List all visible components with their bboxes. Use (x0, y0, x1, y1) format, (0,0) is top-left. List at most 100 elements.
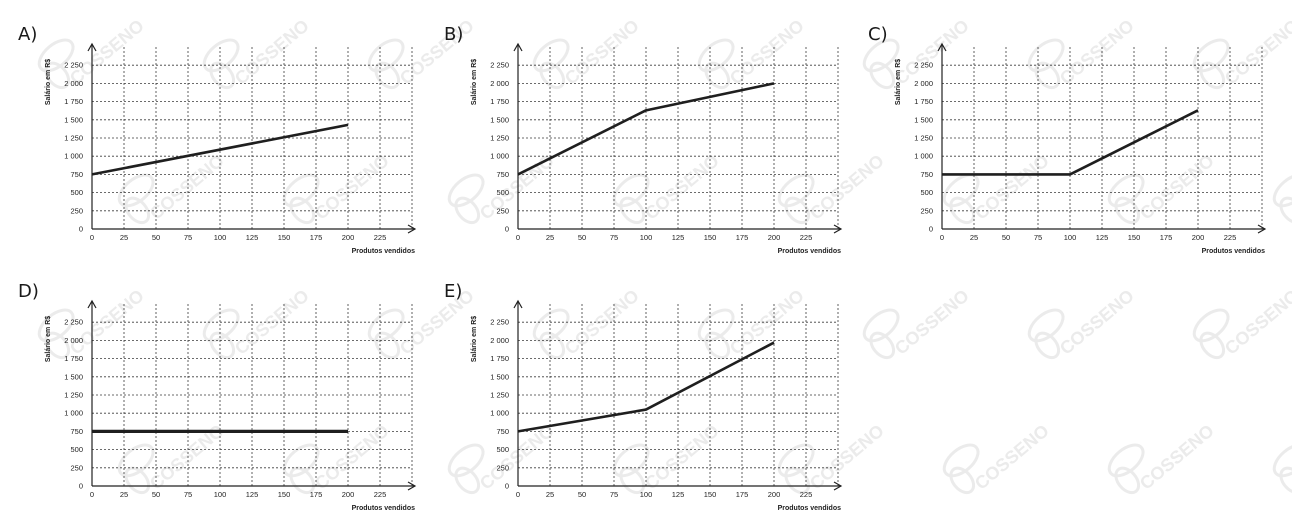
chart-a-x-tick-label: 25 (120, 233, 128, 242)
chart-d-y-tick-label: 2 250 (64, 318, 83, 327)
chart-d-y-tick-label: 1 000 (64, 409, 83, 418)
chart-panel-a: A) 0 25 50 75 100 125 150 175 200 225 0 250 500 750 1 … (18, 24, 438, 274)
chart-e-y-tick-label: 2 000 (490, 336, 509, 345)
chart-panel-e: E) 0 25 50 75 100 125 150 175 200 225 0 250 500 750 1 … (444, 281, 864, 531)
chart-b-x-tick-label: 75 (610, 233, 618, 242)
chart-b-x-tick-label: 50 (578, 233, 586, 242)
chart-d-x-tick-label: 150 (278, 490, 291, 499)
chart-b-y-tick-label: 1 750 (490, 97, 509, 106)
chart-b-y-tick-label: 500 (496, 188, 509, 197)
chart-a-series-line (91, 123, 349, 176)
watermark-mark: COSSENO (942, 420, 1053, 495)
chart-e-y-tick-label: 1 500 (490, 372, 509, 381)
chart-panel-c: C) 0 25 50 75 100 125 150 175 200 225 0 250 500 750 1 … (868, 24, 1288, 274)
chart-d-svg: 0 25 50 75 100 125 150 175 200 225 0 250 500 750 1 000… (45, 299, 417, 512)
chart-e-y-tick-label: 1 000 (490, 409, 509, 418)
chart-e-svg: 0 25 50 75 100 125 150 175 200 225 0 250 500 750 1 000… (471, 299, 843, 512)
watermark-text: COSSENO (971, 420, 1053, 493)
chart-e-x-tick-label: 175 (736, 490, 749, 499)
watermark-text: COSSENO (1136, 420, 1218, 493)
chart-d-x-tick-label: 175 (310, 490, 323, 499)
chart-c-x-axis-arrow (1257, 224, 1267, 234)
chart-e-x-tick-label: 200 (768, 490, 781, 499)
chart-a-y-tick-label: 1 750 (64, 97, 83, 106)
chart-d-y-tick-label: 500 (70, 445, 83, 454)
panel-label-e: E) (444, 281, 463, 302)
watermark-text: COSSENO (1221, 285, 1292, 358)
chart-e-y-tick-label: 750 (496, 427, 509, 436)
chart-a-y-tick-label: 1 250 (64, 134, 83, 143)
chart-c-x-tick-label: 75 (1034, 233, 1042, 242)
chart-d-y-tick-label: 750 (70, 427, 83, 436)
chart-a-x-tick-label: 225 (374, 233, 387, 242)
chart-c-series-line (942, 109, 1199, 176)
chart-c-y-tick-label: 1 750 (914, 97, 933, 106)
chart-b-svg: 0 25 50 75 100 125 150 175 200 225 0 250 500 750 1 000… (471, 42, 843, 255)
watermark-mark: COSSENO (1027, 285, 1138, 360)
chart-a-y-tick-label: 1 500 (64, 115, 83, 124)
chart-b-x-tick-label: 150 (704, 233, 717, 242)
chart-b-x-tick-label: 175 (736, 233, 749, 242)
chart-e-x-tick-label: 0 (516, 490, 520, 499)
panel-label-b: B) (444, 24, 464, 45)
chart-b-x-axis-label: Produtos vendidos (778, 248, 842, 255)
chart-b-y-tick-label: 750 (496, 170, 509, 179)
chart-a-svg: 0 25 50 75 100 125 150 175 200 225 0 250 500 750 1 000… (45, 42, 417, 255)
chart-e-y-tick-label: 1 250 (490, 391, 509, 400)
chart-d-y-axis-label: Salário em R$ (45, 316, 52, 362)
chart-b-y-tick-label: 2 000 (490, 79, 509, 88)
chart-a-x-tick-label: 150 (278, 233, 291, 242)
panel-label-c: C) (868, 24, 888, 45)
chart-e-y-axis-label: Salário em R$ (471, 316, 478, 362)
chart-b-x-tick-label: 0 (516, 233, 520, 242)
chart-b-x-tick-label: 25 (546, 233, 554, 242)
chart-a-y-tick-label: 250 (70, 206, 83, 215)
chart-panel-d: D) 0 25 50 75 100 125 150 175 200 225 0 250 500 750 1 … (18, 281, 438, 531)
chart-c-svg: 0 25 50 75 100 125 150 175 200 225 0 250 500 750 1 000… (895, 42, 1267, 255)
chart-e-x-tick-label: 75 (610, 490, 618, 499)
chart-e-x-tick-label: 100 (640, 490, 653, 499)
chart-e-y-tick-label: 500 (496, 445, 509, 454)
chart-a-y-axis-arrow (87, 42, 97, 52)
watermark-mark: COSSENO (1107, 420, 1218, 495)
chart-c-y-tick-label: 1 250 (914, 134, 933, 143)
chart-c-y-tick-label: 500 (920, 188, 933, 197)
chart-a-x-axis-arrow (407, 224, 417, 234)
chart-a-x-tick-label: 50 (152, 233, 160, 242)
chart-b-x-tick-label: 225 (800, 233, 813, 242)
chart-b-y-tick-label: 2 250 (490, 61, 509, 70)
chart-b-x-tick-label: 125 (672, 233, 685, 242)
chart-c-y-tick-label: 2 250 (914, 61, 933, 70)
chart-c-x-tick-label: 150 (1128, 233, 1141, 242)
chart-d-x-axis-arrow (407, 481, 417, 491)
panel-label-a: A) (18, 24, 38, 45)
chart-e-y-axis-arrow (513, 299, 523, 309)
chart-b-y-axis-arrow (513, 42, 523, 52)
chart-e-y-tick-label: 1 750 (490, 354, 509, 363)
chart-e-x-axis-arrow (833, 481, 843, 491)
chart-d-x-tick-label: 100 (214, 490, 227, 499)
chart-a-x-tick-label: 75 (184, 233, 192, 242)
chart-d-x-tick-label: 225 (374, 490, 387, 499)
chart-c-x-tick-label: 25 (970, 233, 978, 242)
chart-c-y-tick-label: 750 (920, 170, 933, 179)
chart-c-x-tick-label: 200 (1192, 233, 1205, 242)
watermark-text: COSSENO (891, 285, 973, 358)
watermark-text: COSSENO (1056, 285, 1138, 358)
chart-e-x-tick-label: 25 (546, 490, 554, 499)
chart-c-y-tick-label: 2 000 (914, 79, 933, 88)
chart-a-x-tick-label: 125 (246, 233, 259, 242)
chart-e-y-tick-label: 2 250 (490, 318, 509, 327)
chart-c-y-tick-label: 1 500 (914, 115, 933, 124)
chart-b-series-line (517, 82, 775, 176)
chart-a-y-axis-label: Salário em R$ (45, 59, 52, 105)
chart-e-x-tick-label: 225 (800, 490, 813, 499)
chart-d-x-tick-label: 0 (90, 490, 94, 499)
chart-b-x-tick-label: 200 (768, 233, 781, 242)
chart-d-y-tick-label: 1 250 (64, 391, 83, 400)
chart-c-y-axis-arrow (937, 42, 947, 52)
chart-d-y-tick-label: 1 750 (64, 354, 83, 363)
chart-d-y-tick-label: 2 000 (64, 336, 83, 345)
chart-c-x-tick-label: 175 (1160, 233, 1173, 242)
chart-b-x-axis-arrow (833, 224, 843, 234)
